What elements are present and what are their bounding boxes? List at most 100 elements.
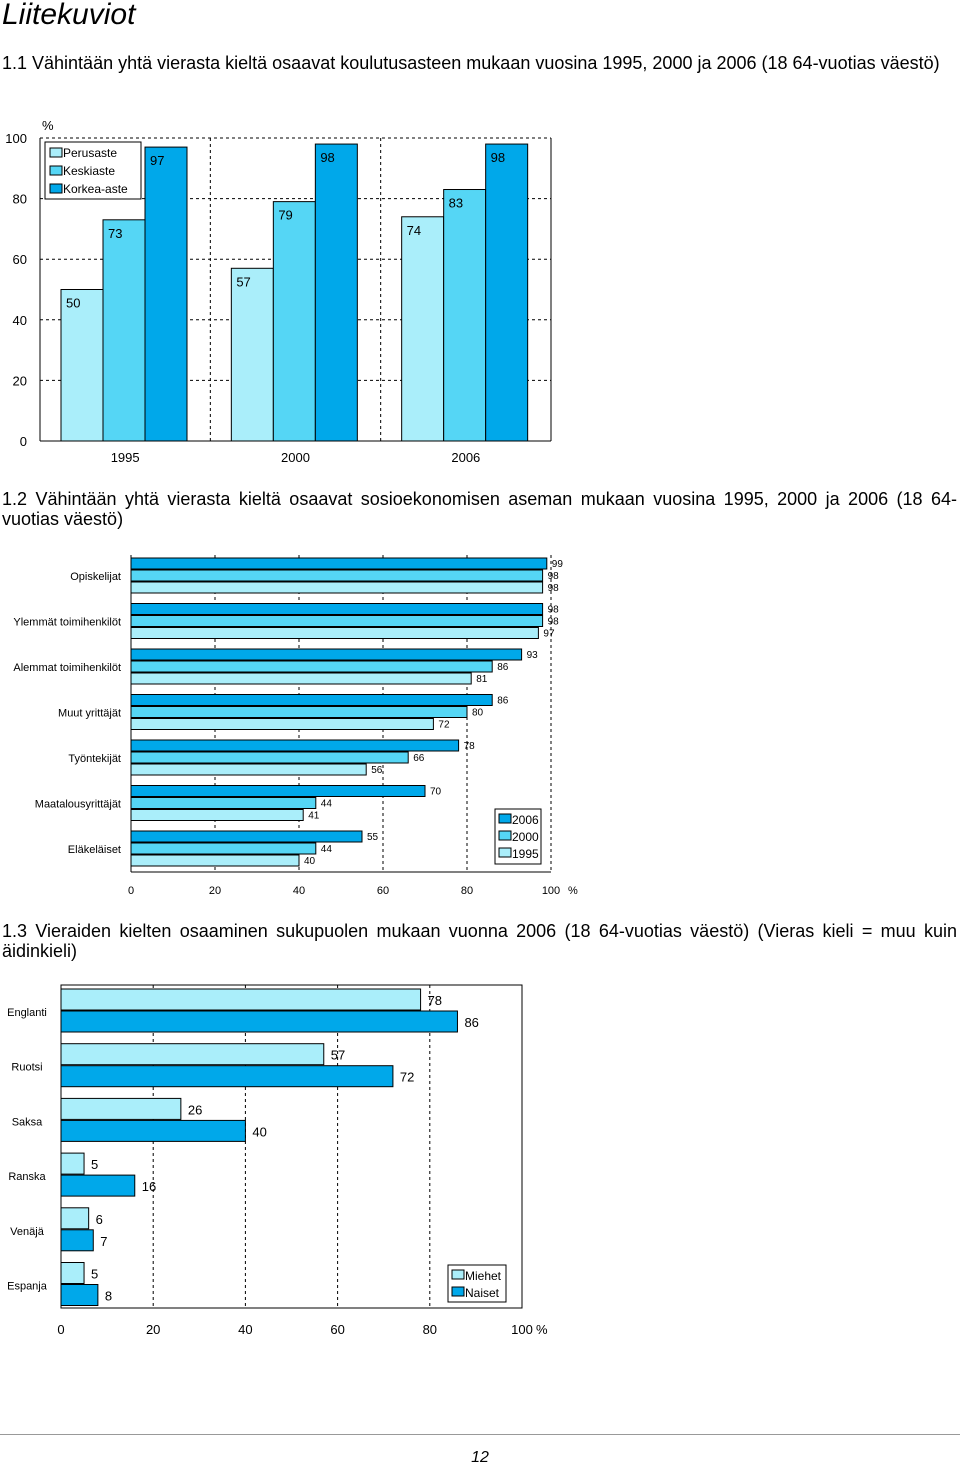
bar-opiskelijat-2006 (130, 557, 548, 570)
category-label: Opiskelijat (70, 571, 121, 583)
bar-ruotsi-miehet (60, 1043, 325, 1066)
bar-elakelaiset-1995 (130, 854, 300, 867)
bar-perusaste-1995 (60, 289, 104, 442)
page-title: Liitekuviot (2, 0, 136, 31)
bar-saksa-naiset (60, 1119, 246, 1142)
bar-korkea-aste-1995 (144, 146, 188, 442)
bar-maatalousyrittajat-2000 (130, 797, 317, 809)
plot-frame (60, 984, 523, 1309)
data-label: 97 (543, 629, 555, 640)
data-label: 5 (91, 1157, 98, 1172)
data-label: 78 (428, 993, 442, 1008)
x-tick-label: 60 (377, 885, 389, 897)
data-label: 99 (552, 559, 564, 570)
legend: Perusaste Keskiaste Korkea-aste (44, 141, 142, 200)
category-label: Espanja (7, 1281, 48, 1293)
bar-venaja-miehet (60, 1207, 90, 1230)
bar-maatalousyrittajat-2006 (130, 785, 426, 797)
data-label: 81 (476, 674, 488, 685)
bar-ranska-miehet (60, 1152, 85, 1175)
data-label: 40 (304, 856, 316, 867)
data-label: 78 (464, 741, 476, 752)
data-label: 44 (321, 844, 333, 855)
x-tick-label: 1995 (111, 450, 140, 465)
bar-keskiaste-1995 (102, 219, 146, 442)
category-label: Ruotsi (11, 1062, 42, 1074)
data-label: 57 (236, 274, 250, 289)
data-label: 6 (96, 1212, 103, 1227)
bar-elakelaiset-2006 (130, 830, 363, 843)
x-axis-unit: % (568, 885, 578, 897)
bar-korkea-aste-2000 (314, 143, 358, 442)
socioeconomic-status-chart: 0 20 40 60 80 100 %999898Opiskelijat989897Ylem… (13, 555, 578, 897)
x-tick-label: 0 (57, 1322, 64, 1337)
x-tick-label: 60 (330, 1322, 344, 1337)
bar-muut-yrittajat-2006 (130, 694, 493, 706)
y-tick-label: 20 (13, 373, 27, 388)
data-label: 83 (449, 196, 463, 211)
legend-swatch-2000 (498, 830, 512, 841)
data-label: 55 (367, 832, 379, 843)
data-label: 41 (308, 811, 320, 822)
bar-alemmat-toimihenkilot-2006 (130, 648, 523, 661)
x-tick-label: 20 (146, 1322, 160, 1337)
legend-label: 2000 (512, 830, 539, 844)
y-tick-label: 0 (20, 434, 27, 449)
bar-tyontekijat-2006 (130, 739, 460, 752)
data-label: 66 (413, 753, 425, 764)
bar-elakelaiset-2000 (130, 842, 317, 855)
bar-espanja-miehet (60, 1262, 85, 1284)
bar-englanti-naiset (60, 1010, 458, 1033)
data-label: 56 (371, 765, 383, 776)
category-label: Englanti (7, 1007, 47, 1019)
bar-ylemmat-toimihenkilot-2000 (130, 615, 544, 627)
bar-keskiaste-2000 (272, 201, 316, 442)
data-label: 26 (188, 1102, 202, 1117)
legend-label: Miehet (465, 1269, 502, 1283)
y-tick-label: 100 (5, 131, 27, 146)
bar-alemmat-toimihenkilot-1995 (130, 672, 472, 685)
category-label: Muut yrittäjät (58, 708, 121, 720)
data-label: 72 (438, 720, 450, 731)
data-label: 8 (105, 1289, 112, 1304)
legend-swatch-keskiaste (49, 165, 63, 176)
category-label: Venäjä (10, 1226, 45, 1238)
data-label: 40 (252, 1124, 266, 1139)
x-tick-label: 100 (542, 885, 560, 897)
data-label: 57 (331, 1048, 345, 1063)
data-label: 98 (548, 605, 560, 616)
y-tick-label: 40 (13, 313, 27, 328)
bar-muut-yrittajat-2000 (130, 706, 468, 718)
bar-ylemmat-toimihenkilot-1995 (130, 627, 539, 639)
data-label: 98 (548, 583, 560, 594)
legend-swatch-perusaste (49, 147, 63, 158)
data-label: 50 (66, 296, 80, 311)
data-label: 80 (472, 708, 484, 719)
legend: 2006 2000 1995 (494, 808, 542, 865)
category-label: Ranska (8, 1171, 46, 1183)
data-label: 16 (142, 1179, 156, 1194)
legend-swatch-naiset (451, 1286, 465, 1297)
legend-label: 2006 (512, 813, 539, 827)
x-tick-label: 40 (293, 885, 305, 897)
bar-maatalousyrittajat-1995 (130, 809, 304, 821)
y-tick-label: 80 (13, 192, 27, 207)
x-tick-label: 100 (511, 1322, 533, 1337)
legend-swatch-korkea-aste (49, 183, 63, 194)
data-label: 73 (108, 226, 122, 241)
category-label: Ylemmät toimihenkilöt (13, 617, 121, 629)
footer-divider (0, 1434, 960, 1435)
bar-englanti-miehet (60, 988, 422, 1011)
data-label: 7 (100, 1234, 107, 1249)
x-tick-label: 20 (209, 885, 221, 897)
data-label: 74 (407, 223, 421, 238)
bar-tyontekijat-2000 (130, 751, 409, 764)
education-level-chart: 0 20 40 60 80 100% 50 73 97 1995 57 79 98 2000 74 83 98 2… (5, 118, 552, 465)
category-label: Alemmat toimihenkilöt (13, 662, 121, 674)
data-label: 70 (430, 787, 442, 798)
legend-label: Korkea-aste (63, 182, 128, 196)
bar-saksa-miehet (60, 1097, 182, 1120)
data-label: 86 (464, 1015, 478, 1030)
legend-swatch-miehet (451, 1269, 465, 1280)
legend: Miehet Naiset (447, 1264, 507, 1303)
